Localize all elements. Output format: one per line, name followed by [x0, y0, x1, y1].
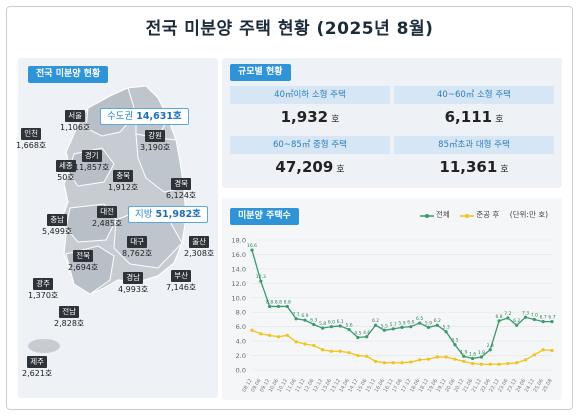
- region-value: 2,621호: [22, 369, 53, 378]
- capital-callout: 수도권 14,631호: [100, 108, 189, 125]
- region-jeonbuk[interactable]: 전북 2,694호: [68, 250, 98, 273]
- size-cell-label: 85㎡초과 대형 주택: [394, 136, 554, 154]
- size-cell-value-wrap: 11,361 호: [394, 158, 554, 176]
- size-cell-value-wrap: 1,932 호: [230, 108, 390, 126]
- region-daejeon[interactable]: 대전 2,485호: [92, 206, 122, 229]
- region-name: 충남: [47, 214, 68, 226]
- region-name: 서울: [65, 110, 86, 122]
- size-cell-small-40: 40㎡이하 소형 주택 1,932 호: [230, 86, 390, 138]
- capital-value: 14,631호: [136, 111, 182, 122]
- region-ulsan[interactable]: 울산 2,308호: [184, 236, 214, 259]
- chart-panel: 미분양 주택수: [222, 198, 562, 400]
- region-name: 대구: [127, 236, 148, 248]
- region-value: 5,499호: [42, 227, 73, 236]
- provinces-value: 51,982호: [155, 209, 201, 220]
- size-cell-small-60: 40~60㎡ 소형 주택 6,111 호: [394, 86, 554, 138]
- region-value: 1,912호: [108, 183, 139, 192]
- region-value: 4,993호: [118, 285, 149, 294]
- region-busan[interactable]: 부산 7,146호: [166, 270, 196, 293]
- region-name: 제주: [27, 356, 48, 368]
- region-value: 1,668호: [16, 141, 47, 150]
- page-title: 전국 미분양 주택 현황 (2025년 8월): [145, 19, 434, 39]
- region-sejong[interactable]: 세종 50호: [56, 160, 76, 183]
- capital-label: 수도권: [107, 111, 134, 122]
- size-cell-value: 11,361: [439, 158, 498, 176]
- region-name: 경북: [171, 178, 192, 190]
- region-chungbuk[interactable]: 충북 1,912호: [108, 170, 138, 193]
- region-value: 7,146호: [166, 283, 197, 292]
- size-cell-label: 40㎡이하 소형 주택: [230, 86, 390, 104]
- region-name: 대전: [97, 206, 118, 218]
- size-section-label: 규모별 현황: [230, 64, 291, 81]
- legend-total: 전체: [420, 209, 450, 220]
- region-seoul[interactable]: 서울 1,106호: [60, 110, 90, 133]
- region-name: 부산: [171, 270, 192, 282]
- region-name: 경기: [81, 150, 102, 162]
- region-daegu[interactable]: 대구 8,762호: [122, 236, 152, 259]
- region-gyeongbuk[interactable]: 경북 6,124호: [166, 178, 196, 201]
- provinces-label: 지방: [135, 209, 153, 220]
- region-incheon[interactable]: 인천 1,668호: [16, 128, 46, 151]
- size-cell-medium: 60~85㎡ 중형 주택 47,209 호: [230, 136, 390, 188]
- size-cell-unit: 호: [336, 165, 345, 175]
- region-value: 2,694호: [68, 263, 99, 272]
- region-value: 1,106호: [60, 123, 91, 132]
- region-value: 2,485호: [92, 219, 123, 228]
- size-panel: 규모별 현황 40㎡이하 소형 주택 1,932 호 40~60㎡ 소형 주택 6…: [222, 58, 562, 188]
- region-jeju[interactable]: 제주 2,621호: [22, 356, 52, 379]
- region-value: 6,124호: [166, 191, 197, 200]
- national-panel: 전국 미분양 현황 수도권 14,631호 지방 51,982호 서울 1,106…: [16, 58, 218, 398]
- region-jeonnam[interactable]: 전남 2,828호: [54, 306, 84, 329]
- size-cell-value-wrap: 47,209 호: [230, 158, 390, 176]
- size-cell-value: 1,932: [280, 108, 329, 126]
- size-cell-unit: 호: [495, 115, 504, 125]
- region-name: 울산: [189, 236, 210, 248]
- size-cell-value-wrap: 6,111 호: [394, 108, 554, 126]
- region-name: 전남: [59, 306, 80, 318]
- region-gyeonggi[interactable]: 경기 11,857호: [74, 150, 109, 173]
- region-name: 광주: [33, 278, 54, 290]
- region-value: 1,370호: [28, 291, 59, 300]
- region-name: 인천: [21, 128, 42, 140]
- region-name: 경남: [123, 272, 144, 284]
- size-cell-large: 85㎡초과 대형 주택 11,361 호: [394, 136, 554, 188]
- size-cell-value: 6,111: [444, 108, 493, 126]
- legend-completed-label: 준공 후: [476, 210, 500, 219]
- region-name: 전북: [73, 250, 94, 262]
- region-value: 8,762호: [122, 249, 153, 258]
- region-name: 강원: [145, 130, 166, 142]
- national-section-label: 전국 미분양 현황: [28, 66, 109, 83]
- size-cell-label: 60~85㎡ 중형 주택: [230, 136, 390, 154]
- legend-total-label: 전체: [436, 210, 450, 219]
- chart-section-label: 미분양 주택수: [230, 208, 299, 225]
- legend-completed-swatch: [460, 212, 475, 218]
- size-cell-unit: 호: [500, 165, 509, 175]
- region-value: 2,828호: [54, 319, 85, 328]
- region-chungnam[interactable]: 충남 5,499호: [42, 214, 72, 237]
- legend-total-swatch: [420, 212, 434, 218]
- size-cell-value: 47,209: [275, 158, 334, 176]
- region-name: 충북: [113, 170, 134, 182]
- region-name: 세종: [56, 160, 76, 172]
- region-value: 50호: [57, 173, 75, 182]
- region-gangwon[interactable]: 강원 3,190호: [140, 130, 170, 153]
- legend-completed: 준공 후: [460, 209, 499, 220]
- region-value: 11,857호: [74, 163, 110, 172]
- provinces-callout: 지방 51,982호: [128, 206, 208, 223]
- region-gwangju[interactable]: 광주 1,370호: [28, 278, 58, 301]
- chart-legend: 전체 준공 후 (단위:만 호): [420, 209, 548, 220]
- legend-unit: (단위:만 호): [509, 210, 549, 219]
- region-value: 2,308호: [184, 249, 215, 258]
- size-cell-unit: 호: [331, 115, 340, 125]
- region-gyeongnam[interactable]: 경남 4,993호: [118, 272, 148, 295]
- size-cell-label: 40~60㎡ 소형 주택: [394, 86, 554, 104]
- region-value: 3,190호: [140, 143, 171, 152]
